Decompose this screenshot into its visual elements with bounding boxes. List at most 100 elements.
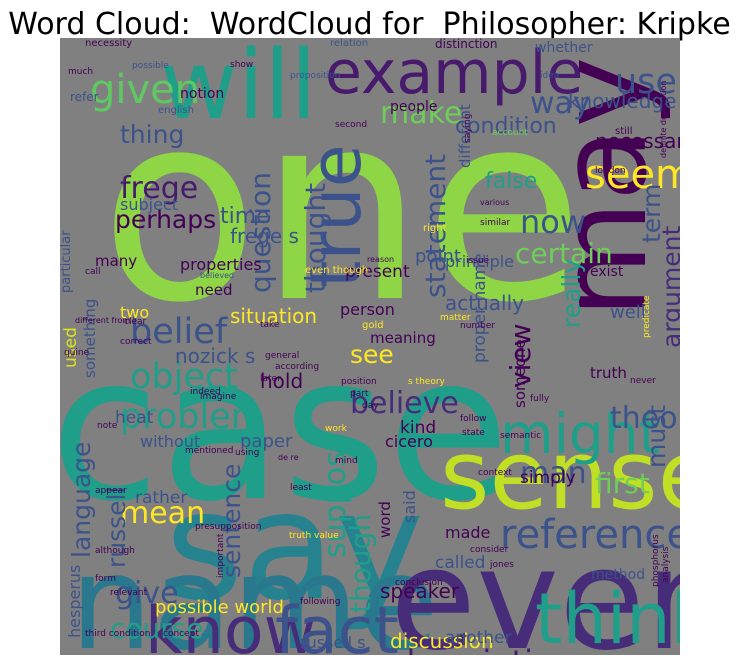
- word-say: say: [165, 460, 424, 634]
- word-though: though: [344, 514, 377, 613]
- word-state: state: [462, 428, 485, 438]
- word-whether: whether: [535, 40, 593, 56]
- word-person: person: [340, 300, 395, 319]
- word-view: view: [504, 324, 537, 388]
- word-frege-s: frege s: [230, 224, 299, 248]
- word-theory: theory: [610, 401, 680, 436]
- word-russell: russell: [102, 487, 131, 568]
- word-meaning: meaning: [370, 329, 436, 347]
- word-hold: hold: [260, 369, 303, 393]
- word-analysis: analysis: [661, 546, 671, 583]
- word-first: first: [595, 467, 650, 500]
- word-see: see: [350, 340, 394, 369]
- word-give: give: [115, 576, 179, 611]
- word-later: later: [260, 374, 281, 384]
- word-similar: similar: [480, 218, 510, 228]
- word-context: context: [478, 468, 512, 478]
- word-suppose: suppose: [318, 433, 353, 558]
- word-subject: subject: [120, 195, 178, 214]
- word-hesperus: hesperus: [65, 565, 84, 638]
- word-believe: believe: [350, 386, 459, 421]
- word-gold: gold: [362, 320, 384, 331]
- word-many: many: [95, 252, 137, 270]
- word-english: english: [158, 105, 194, 116]
- word-still: still: [615, 126, 632, 137]
- word-another: another: [445, 628, 511, 648]
- word-form: form: [95, 574, 116, 584]
- word-conclusion: conclusion: [395, 578, 443, 588]
- word-word: word: [376, 501, 394, 538]
- word-part: part: [350, 389, 369, 399]
- word-object: object: [130, 357, 238, 397]
- word-exist: exist: [590, 264, 624, 280]
- word-true: true: [295, 144, 377, 288]
- word-russell-s: russell s: [300, 633, 366, 652]
- word-necessity: necessity: [85, 38, 132, 49]
- word-refer: refer: [70, 90, 99, 104]
- word-given: given: [90, 67, 200, 113]
- word-right: right: [423, 223, 447, 234]
- word-may: may: [535, 57, 674, 318]
- word-present: present: [345, 262, 410, 282]
- word-matter: matter: [440, 313, 471, 323]
- word-used: used: [61, 327, 81, 368]
- word-two: two: [120, 303, 149, 322]
- word-imagine: imagine: [200, 392, 237, 402]
- word-de-re: de re: [278, 453, 299, 462]
- word-false: false: [485, 169, 537, 194]
- word-even: even: [390, 519, 680, 655]
- word-really: really: [557, 259, 586, 328]
- word-example: example: [325, 38, 583, 108]
- word-reason: reason: [367, 255, 394, 264]
- word-even-though: even though: [305, 265, 368, 276]
- word-notion: notion: [180, 86, 224, 102]
- word-condition: condition: [455, 114, 557, 139]
- word-kind: kind: [400, 418, 436, 438]
- word-particular: particular: [60, 230, 74, 293]
- word-sentence: sentence: [217, 464, 246, 578]
- word-relevant: relevant: [110, 588, 148, 598]
- word-without: without: [140, 432, 200, 451]
- word-certain: certain: [515, 237, 613, 270]
- word-general: general: [265, 351, 299, 361]
- word-account: account: [492, 128, 528, 138]
- word-call: call: [85, 267, 100, 277]
- word-second: second: [335, 120, 367, 130]
- word-important: important: [216, 533, 226, 578]
- word-well: well: [610, 302, 646, 323]
- word-correct: correct: [120, 337, 152, 347]
- word-appear: appear: [95, 486, 127, 496]
- word-much: much: [68, 67, 93, 77]
- word-cloud-canvas: onecasesaynameevensensewillexamplemaykno…: [60, 38, 680, 655]
- word-knowledge: knowledge: [568, 89, 676, 113]
- word-need: need: [195, 281, 233, 299]
- word-way: way: [530, 86, 591, 121]
- word-must: must: [642, 405, 671, 468]
- word-mind: mind: [335, 456, 358, 466]
- word-mentioned: mentioned: [185, 446, 234, 456]
- word-properties: properties: [180, 255, 262, 274]
- word-according: according: [275, 362, 319, 372]
- word-various: various: [480, 198, 509, 207]
- word-description: description: [395, 643, 573, 655]
- word-truth: truth: [590, 364, 627, 382]
- word-discussion: discussion: [390, 629, 494, 653]
- word-different-from: different from: [75, 316, 130, 325]
- word-called: called: [435, 553, 485, 573]
- word-point: point: [415, 246, 461, 267]
- word-term: term: [637, 184, 666, 243]
- word-position: position: [341, 377, 377, 387]
- word-reference: reference: [500, 512, 680, 558]
- word-situation: situation: [230, 304, 317, 328]
- word-clear: clear: [124, 317, 147, 327]
- word-argument: argument: [657, 226, 680, 348]
- word-following: following: [300, 597, 340, 607]
- word-consider: consider: [470, 545, 509, 555]
- word-mean: mean: [120, 496, 205, 531]
- word-paper: paper: [240, 431, 293, 452]
- word-concept: concept: [163, 629, 199, 639]
- word-principle: principle: [445, 252, 514, 271]
- word-nozick-s: nozick s: [175, 344, 255, 368]
- word-name: name: [70, 527, 439, 655]
- word-perhaps: perhaps: [115, 205, 216, 234]
